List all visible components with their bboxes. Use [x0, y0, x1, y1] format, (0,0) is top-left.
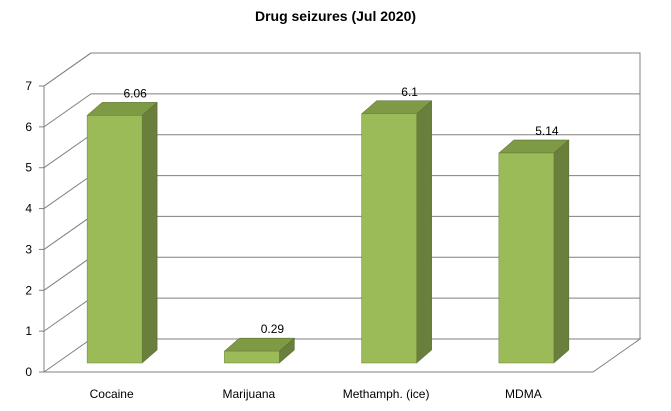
data-labels: 6.06 0.29 6.1 5.14 [123, 85, 558, 336]
gridline [43, 52, 640, 87]
bar-mdma [498, 139, 570, 364]
bars [86, 100, 570, 364]
bar-methamph-ice- [360, 100, 433, 364]
y-tick-label: 3 [25, 242, 32, 256]
bar-front [498, 152, 555, 364]
floor [42, 338, 642, 373]
bar-side [553, 139, 570, 364]
y-tick-label: 2 [25, 283, 32, 297]
data-label: 0.29 [261, 322, 285, 336]
y-tick-label: 1 [25, 324, 32, 338]
bar-marijuana [223, 337, 296, 364]
y-tick-label: 7 [25, 79, 32, 93]
y-tick-label: 0 [25, 365, 32, 379]
data-label: 6.1 [401, 85, 418, 99]
y-tick-label: 5 [25, 161, 32, 175]
bar-side [141, 101, 158, 364]
chart-title: Drug seizures (Jul 2020) [254, 8, 417, 24]
x-tick-label: Cocaine [90, 387, 134, 401]
bar-front [86, 115, 143, 364]
bar-cocaine [86, 101, 158, 364]
gridline [43, 93, 640, 128]
data-label: 5.14 [535, 124, 559, 138]
data-label: 6.06 [123, 86, 147, 100]
y-tick-label: 6 [25, 120, 32, 134]
bar-front [224, 350, 280, 364]
y-axis-ticks: 0 1 2 3 4 5 6 7 [25, 79, 44, 379]
bar-front [361, 113, 417, 364]
x-tick-label: Marijuana [223, 387, 276, 401]
x-axis-ticks: Cocaine Marijuana Methamph. (ice) MDMA [90, 387, 542, 401]
y-tick-label: 4 [25, 202, 32, 216]
x-tick-label: Methamph. (ice) [343, 387, 430, 401]
x-tick-label: MDMA [505, 387, 542, 401]
bar-side [416, 100, 432, 364]
